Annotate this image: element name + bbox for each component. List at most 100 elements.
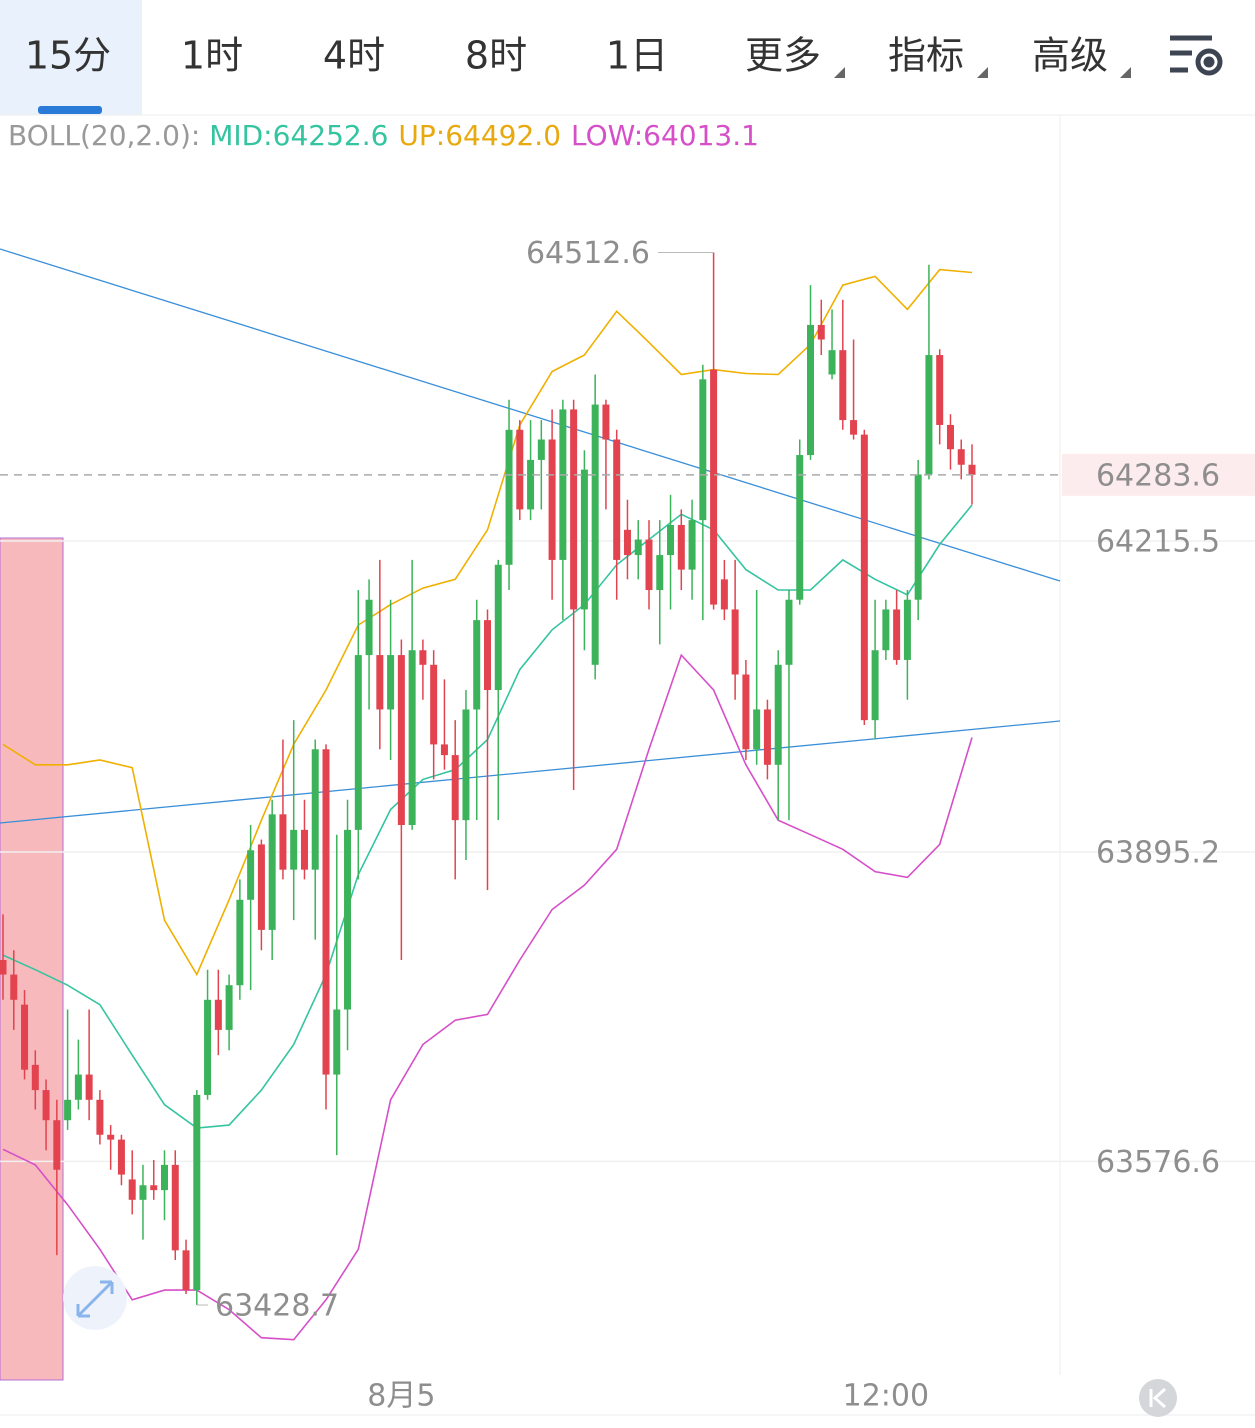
candle-body: [128, 1179, 136, 1200]
candle-body: [645, 539, 653, 591]
readout-value: 64252.6: [273, 119, 389, 152]
candle-body: [914, 474, 922, 600]
settings-icon[interactable]: [1170, 35, 1223, 76]
tab[interactable]: 8时: [465, 34, 527, 78]
candle-body: [107, 1134, 115, 1140]
candle-body: [484, 620, 491, 691]
candle-body: [957, 449, 965, 465]
x-tick-label: 12:00: [843, 1379, 929, 1414]
candle-body: [322, 749, 330, 1075]
y-tick-label: 64215.5: [1096, 524, 1220, 559]
candle-body: [31, 1064, 39, 1091]
candle-body: [731, 609, 739, 675]
candle-body: [53, 1120, 61, 1170]
tab[interactable]: 1时: [181, 34, 243, 78]
candle-body: [570, 409, 578, 610]
y-tick-label: 63576.6: [1096, 1145, 1220, 1180]
candle-body: [171, 1164, 179, 1251]
candle-body: [613, 439, 621, 560]
candle-body: [667, 524, 675, 556]
candle-body: [925, 355, 933, 475]
highlight-zone: [0, 537, 64, 1381]
candle-body: [656, 555, 664, 591]
band-line: [2, 653, 973, 1341]
scroll-end-icon: [1149, 1387, 1167, 1409]
tabs: 15分 1时 4时 8时 1日 更多 指标 高级: [25, 34, 1108, 78]
candle-body: [882, 609, 890, 651]
candle-body: [85, 1074, 93, 1100]
tab[interactable]: 高级: [1032, 34, 1108, 78]
candle-body: [516, 429, 524, 510]
candle-body: [753, 709, 761, 750]
tab[interactable]: 4时: [323, 34, 385, 78]
candle-body: [451, 755, 459, 821]
candle-body: [214, 999, 222, 1030]
candle-body: [117, 1139, 125, 1175]
candle-body: [344, 829, 352, 1010]
candle-body: [494, 564, 502, 691]
candle-body: [408, 650, 416, 826]
candle-body: [150, 1185, 158, 1191]
candle-body: [602, 404, 610, 440]
x-tick-label: 8月5: [367, 1379, 435, 1414]
candle-body: [903, 599, 911, 660]
indicator-readout: BOLL(20,2.0): MID:64252.6 UP:64492.0 LOW:6…: [8, 119, 759, 152]
candle-body: [634, 539, 642, 556]
candle-body: [268, 814, 276, 930]
active-tab-bg: [0, 0, 142, 115]
tab[interactable]: 指标: [888, 34, 964, 78]
y-tick-label: 63895.2: [1096, 836, 1220, 871]
candle-body: [850, 420, 858, 435]
candle-body: [968, 464, 976, 475]
candle-body: [946, 424, 954, 450]
tab-bar: [0, 0, 1255, 115]
candle-body: [817, 324, 825, 340]
candle-body: [623, 529, 631, 556]
candle-body: [742, 674, 750, 750]
price-tag: 64283.6: [1096, 458, 1220, 493]
tab[interactable]: 1日: [606, 34, 668, 78]
candle-body: [257, 844, 265, 930]
price-tag-bg: [1062, 453, 1255, 496]
candle-body: [354, 655, 362, 830]
candle-body: [225, 985, 233, 1030]
annotations: 64512.6 63428.7 64283.6: [0, 236, 1255, 1323]
tab[interactable]: 15分: [25, 34, 111, 78]
tab[interactable]: 更多: [745, 34, 821, 78]
candle-body: [397, 655, 405, 826]
active-tab-indicator: [38, 106, 102, 114]
candle-body: [42, 1090, 50, 1121]
candle-body: [96, 1099, 104, 1135]
candle-body: [376, 655, 384, 710]
candle-body: [688, 520, 696, 570]
scroll-end-button[interactable]: [1139, 1379, 1177, 1417]
trend-line: [0, 248, 1061, 582]
candle-body: [796, 455, 804, 600]
candle-body: [537, 439, 545, 460]
high-label: 64512.6: [526, 236, 650, 271]
candle-body: [699, 379, 707, 521]
candle-body: [300, 829, 308, 870]
candle-body: [839, 350, 847, 421]
candle-body: [527, 459, 535, 510]
candle-body: [462, 709, 470, 821]
candle-body: [580, 469, 588, 610]
candle-body: [204, 999, 212, 1095]
candle-body: [161, 1164, 168, 1191]
candle-body: [236, 899, 244, 986]
candle-body: [936, 355, 944, 425]
candle-body: [763, 709, 771, 765]
candle-body: [430, 664, 438, 745]
candle-body: [720, 579, 728, 610]
candle-body: [893, 609, 901, 660]
candle-body: [419, 650, 427, 665]
candle-body: [64, 1099, 72, 1121]
readout-name: UP:: [398, 119, 445, 152]
candle-body: [677, 524, 685, 570]
candle-body: [828, 350, 836, 375]
dropdown-triangles: [834, 67, 1131, 78]
candle-body: [387, 655, 395, 710]
candle-body: [807, 324, 814, 456]
candle-body: [193, 1094, 201, 1291]
